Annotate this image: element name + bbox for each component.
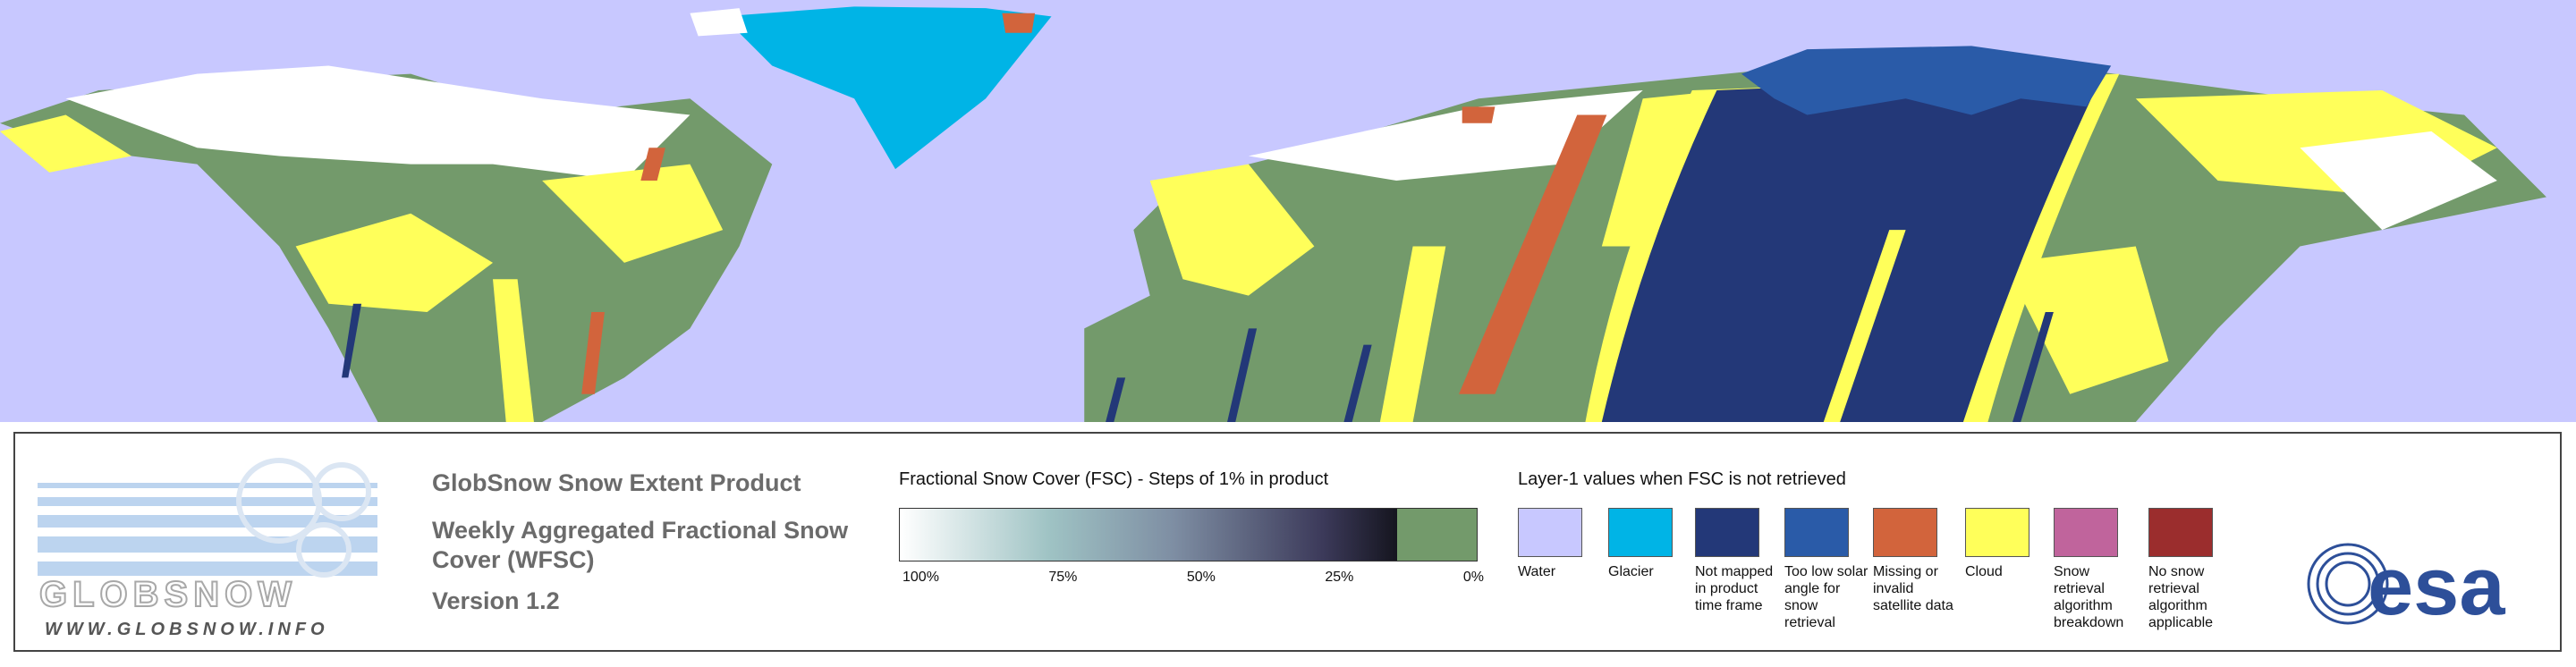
globsnow-logo: GLOBSNOW WWW.GLOBSNOW.INFO <box>38 458 377 639</box>
legend-label: Too low solar angle for snow retrieval <box>1784 564 1868 630</box>
legend-label: Glacier <box>1608 564 1654 579</box>
colorbar-label: 100% <box>902 570 939 585</box>
product-version: Version 1.2 <box>432 587 560 614</box>
legend-swatch <box>1695 508 1759 557</box>
legend-label: Not mapped in product time frame <box>1695 564 1774 613</box>
esa-logo: esa <box>2307 541 2505 630</box>
product-subtitle: Weekly Aggregated Fractional Snow Cover … <box>432 517 849 573</box>
legend-label: Snow retrieval algorithm breakdown <box>2054 564 2124 630</box>
product-title: GlobSnow Snow Extent Product <box>432 469 801 496</box>
legend: GLOBSNOW WWW.GLOBSNOW.INFO GlobSnow Snow… <box>13 432 2562 652</box>
colorbar-label: 25% <box>1325 570 1354 585</box>
snow-map <box>0 0 2576 422</box>
legend-swatch <box>1608 508 1673 557</box>
legend-label: No snow retrieval algorithm applicable <box>2148 564 2214 630</box>
colorbar-title: Fractional Snow Cover (FSC) - Steps of 1… <box>899 469 1329 489</box>
legend-label: Water <box>1518 564 1556 579</box>
legend-label: Missing or invalid satellite data <box>1873 564 1953 613</box>
legend-swatch <box>1784 508 1849 557</box>
colorbar-label: 75% <box>1048 570 1078 585</box>
colorbar <box>899 508 1478 561</box>
colorbar-labels: 100% 75% 50% 25% 0% <box>902 570 1484 586</box>
colorbar-gradient <box>900 509 1398 561</box>
legend-swatch <box>1518 508 1582 557</box>
legend-swatch <box>2148 508 2213 557</box>
legend-swatch <box>2054 508 2118 557</box>
colorbar-label: 50% <box>1186 570 1216 585</box>
colorbar-label: 0% <box>1462 570 1484 585</box>
logo-name: GLOBSNOW <box>39 575 297 614</box>
legend-swatch <box>1873 508 1937 557</box>
layer1-title: Layer-1 values when FSC is not retrieved <box>1518 469 1846 489</box>
logo-url: WWW.GLOBSNOW.INFO <box>45 620 329 639</box>
esa-name: esa <box>2368 541 2505 630</box>
legend-label: Cloud <box>1965 564 2003 579</box>
colorbar-no-snow <box>1397 509 1477 561</box>
legend-swatch <box>1965 508 2029 557</box>
